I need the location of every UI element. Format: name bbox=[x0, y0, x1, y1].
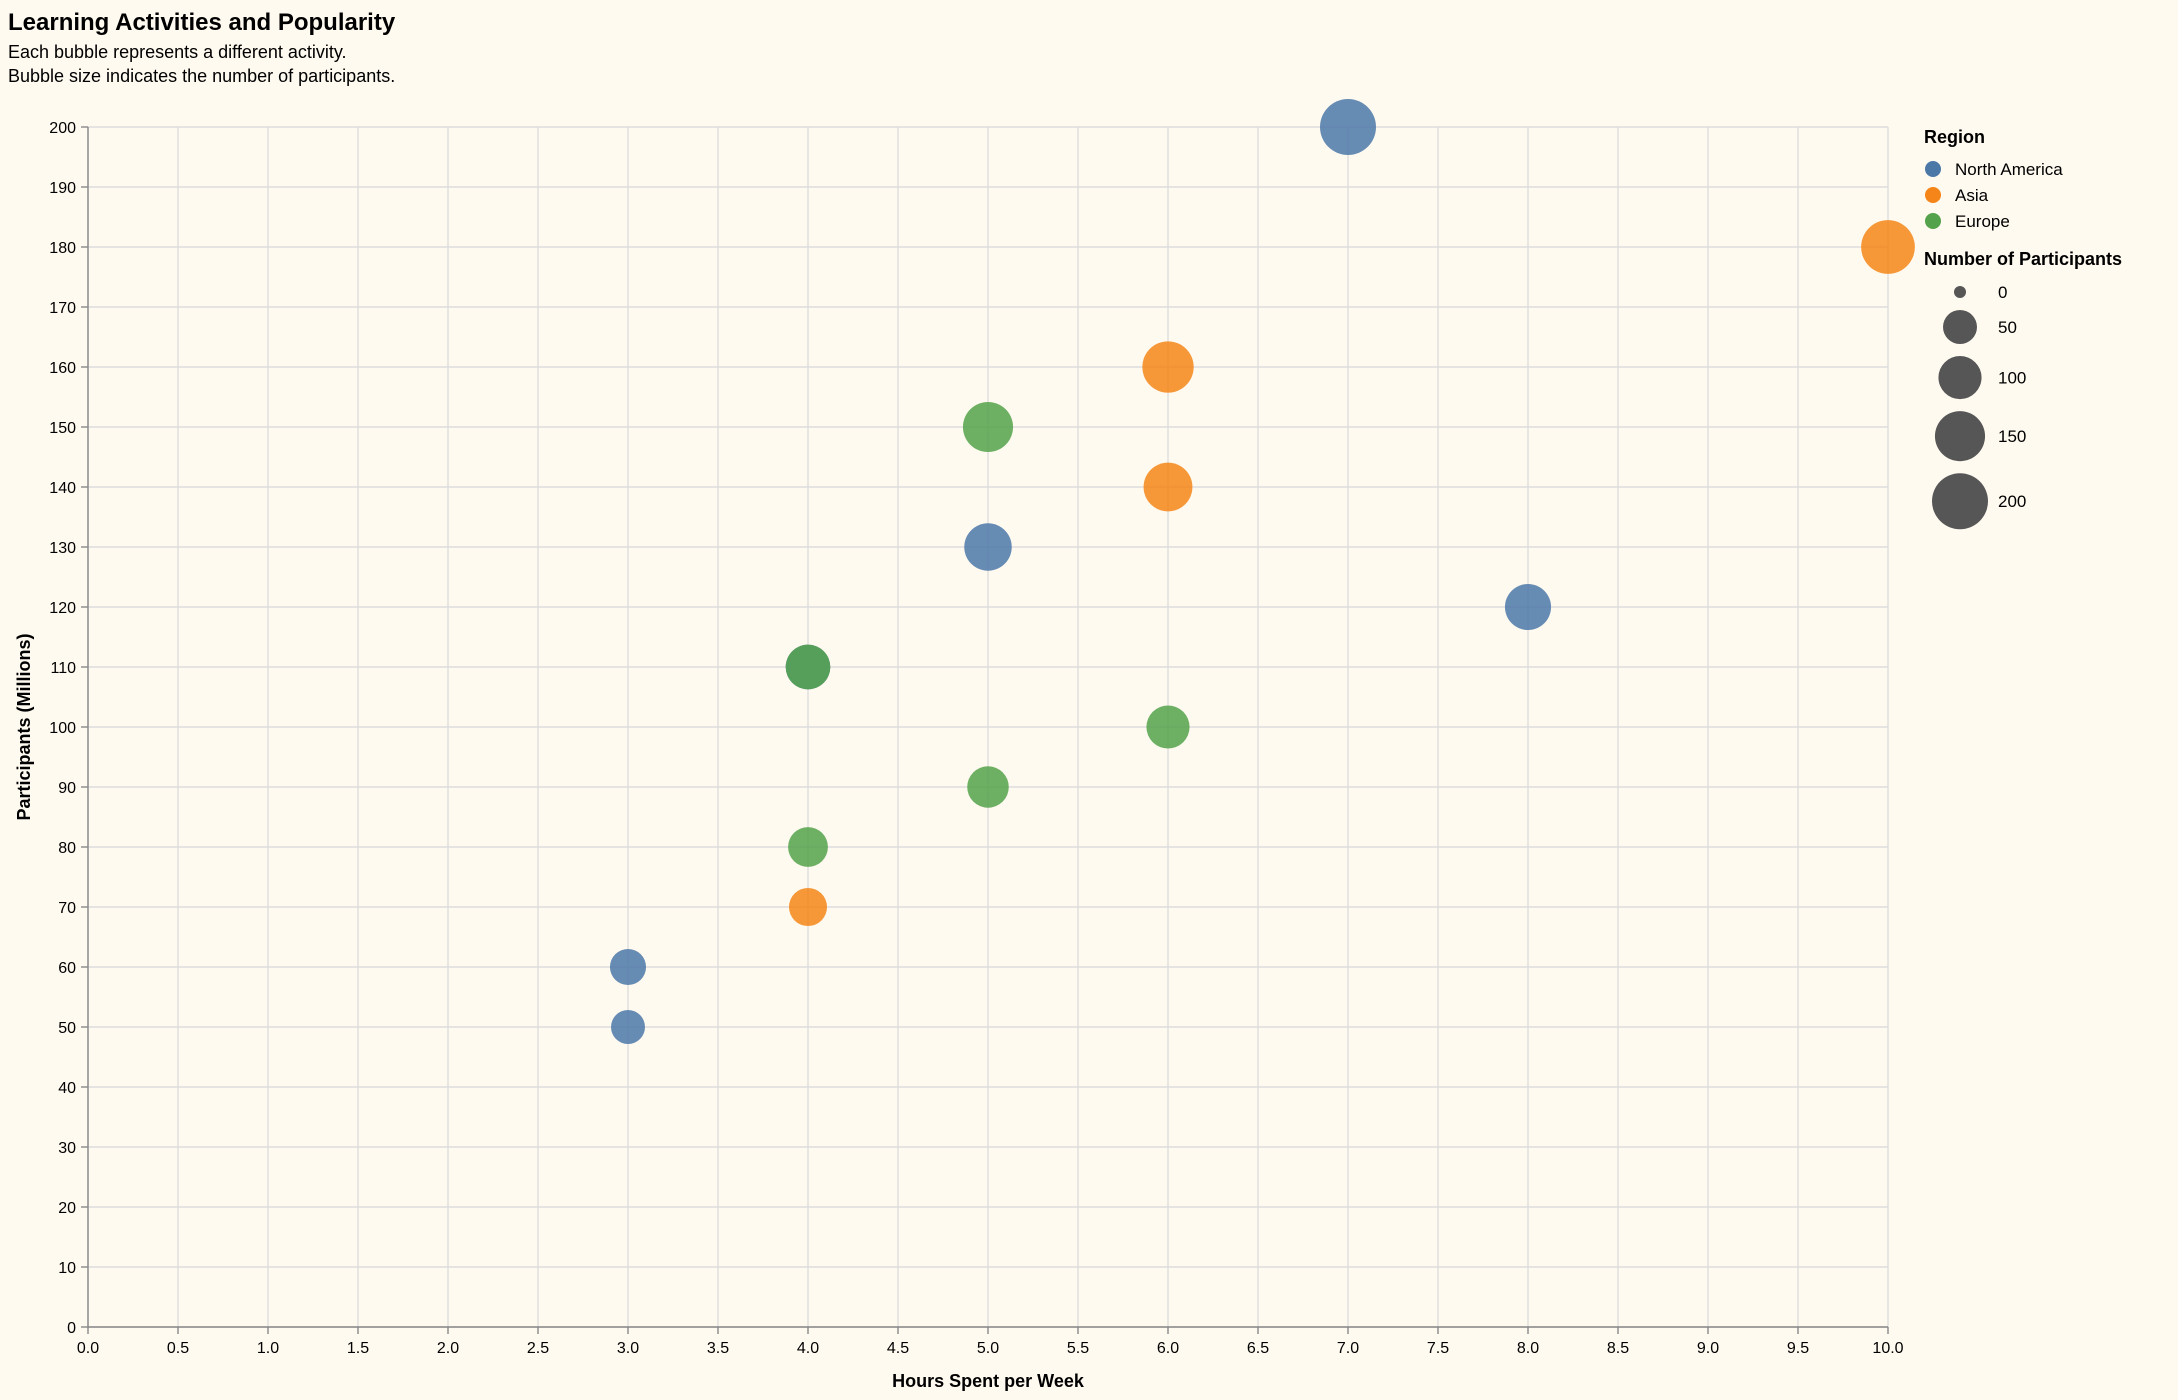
y-tick-label: 110 bbox=[50, 660, 76, 677]
bubble-north-america[interactable] bbox=[964, 523, 1012, 571]
x-tick-label: 9.0 bbox=[1697, 1340, 1719, 1357]
chart-title: Learning Activities and Popularity bbox=[8, 9, 396, 36]
y-tick-label: 120 bbox=[49, 600, 76, 617]
axes: 0.0 0.5 1.0 1.5 2.0 2.5 3.0 3.5 4.0 4.5 5.0 5.5 6.0 6… bbox=[49, 120, 1903, 1357]
x-tick-label: 5.5 bbox=[1067, 1340, 1089, 1357]
size-legend-label: 50 bbox=[1998, 318, 2017, 337]
y-tick-label: 180 bbox=[49, 240, 76, 257]
x-tick-label: 4.5 bbox=[887, 1340, 909, 1357]
legend-swatch bbox=[1925, 161, 1941, 177]
size-legend-bubble bbox=[1943, 310, 1977, 344]
y-tick-label: 30 bbox=[58, 1140, 76, 1157]
size-legend: 0 50 100 150 200 bbox=[1932, 283, 2026, 530]
bubble-asia[interactable] bbox=[1143, 462, 1193, 512]
y-tick-label: 80 bbox=[58, 840, 76, 857]
y-tick-label: 100 bbox=[49, 720, 76, 737]
y-tick-label: 130 bbox=[49, 540, 76, 557]
x-tick-label: 2.0 bbox=[437, 1340, 459, 1357]
bubble-europe[interactable] bbox=[788, 827, 828, 867]
gridlines bbox=[87, 126, 1889, 1328]
y-tick-label: 40 bbox=[58, 1080, 76, 1097]
y-tick-label: 90 bbox=[58, 780, 76, 797]
size-legend-title: Number of Participants bbox=[1924, 249, 2122, 269]
size-legend-bubble bbox=[1932, 473, 1988, 530]
bubble-north-america[interactable] bbox=[1504, 583, 1552, 631]
y-tick-label: 20 bbox=[58, 1200, 76, 1217]
y-tick-label: 70 bbox=[58, 900, 76, 917]
y-tick-label: 50 bbox=[58, 1020, 76, 1037]
bubble-europe[interactable] bbox=[962, 401, 1014, 453]
x-tick-label: 0.5 bbox=[167, 1340, 189, 1357]
bubbles bbox=[609, 99, 1915, 1044]
y-tick-label: 200 bbox=[49, 120, 76, 137]
x-tick-label: 6.5 bbox=[1247, 1340, 1269, 1357]
x-tick-label: 1.5 bbox=[347, 1340, 369, 1357]
x-tick-label: 3.5 bbox=[707, 1340, 729, 1357]
legend-label: North America bbox=[1955, 160, 2063, 179]
legend-swatch bbox=[1925, 213, 1941, 229]
size-legend-label: 100 bbox=[1998, 369, 2026, 388]
y-tick-label: 60 bbox=[58, 960, 76, 977]
color-legend-title: Region bbox=[1924, 127, 1985, 147]
y-tick-label: 150 bbox=[49, 420, 76, 437]
y-tick-label: 0 bbox=[67, 1320, 76, 1337]
x-tick-label: 7.0 bbox=[1337, 1340, 1359, 1357]
x-tick-label: 5.0 bbox=[977, 1340, 999, 1357]
y-axis-title: Participants (Millions) bbox=[14, 633, 34, 820]
bubble-north-america[interactable] bbox=[1320, 99, 1376, 155]
bubble-europe[interactable] bbox=[1146, 705, 1190, 749]
x-axis-title: Hours Spent per Week bbox=[892, 1371, 1085, 1391]
chart-subtitle-line-1: Each bubble represents a different activ… bbox=[8, 42, 347, 62]
y-tick-label: 170 bbox=[49, 300, 76, 317]
x-tick-label: 10.0 bbox=[1872, 1340, 1903, 1357]
bubble-europe[interactable] bbox=[785, 644, 831, 690]
x-tick-label: 0.0 bbox=[77, 1340, 99, 1357]
bubble-europe[interactable] bbox=[967, 766, 1009, 808]
legend-swatch bbox=[1925, 187, 1941, 203]
y-tick-label: 140 bbox=[49, 480, 76, 497]
chart-subtitle-line-2: Bubble size indicates the number of part… bbox=[8, 66, 395, 86]
bubble-asia[interactable] bbox=[1142, 341, 1194, 393]
x-tick-label: 1.0 bbox=[257, 1340, 279, 1357]
bubble-north-america[interactable] bbox=[609, 948, 647, 986]
x-tick-label: 7.5 bbox=[1427, 1340, 1449, 1357]
bubble-asia[interactable] bbox=[788, 887, 828, 927]
size-legend-label: 200 bbox=[1998, 492, 2026, 511]
y-tick-label: 190 bbox=[49, 180, 76, 197]
x-tick-label: 9.5 bbox=[1787, 1340, 1809, 1357]
legend-label: Asia bbox=[1955, 186, 1989, 205]
size-legend-bubble bbox=[1938, 356, 1982, 400]
legend: Region North America Asia Europe Number of… bbox=[1924, 127, 2122, 530]
x-tick-label: 2.5 bbox=[527, 1340, 549, 1357]
bubble-north-america[interactable] bbox=[611, 1010, 645, 1044]
y-tick-label: 160 bbox=[49, 360, 76, 377]
x-tick-label: 6.0 bbox=[1157, 1340, 1179, 1357]
bubble-asia[interactable] bbox=[1861, 220, 1915, 274]
size-legend-label: 150 bbox=[1998, 427, 2026, 446]
legend-label: Europe bbox=[1955, 212, 2010, 231]
size-legend-bubble bbox=[1934, 411, 1986, 462]
size-legend-bubble bbox=[1954, 286, 1966, 298]
x-tick-label: 4.0 bbox=[797, 1340, 819, 1357]
x-tick-label: 8.5 bbox=[1607, 1340, 1629, 1357]
size-legend-label: 0 bbox=[1998, 283, 2007, 302]
x-tick-label: 8.0 bbox=[1517, 1340, 1539, 1357]
x-tick-label: 3.0 bbox=[617, 1340, 639, 1357]
y-tick-label: 10 bbox=[58, 1260, 76, 1277]
color-legend: North America Asia Europe bbox=[1925, 160, 2063, 231]
